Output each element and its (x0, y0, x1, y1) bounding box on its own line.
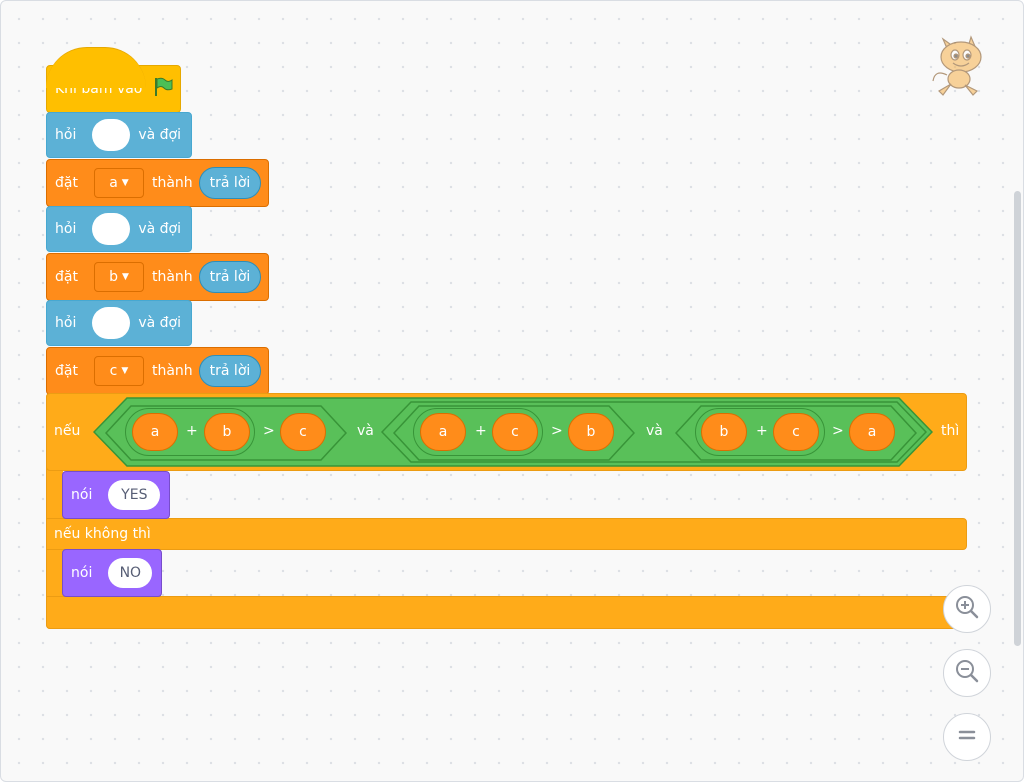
and-label: và (357, 423, 374, 439)
set-label: đặt (55, 175, 78, 191)
variable-reporter-b[interactable]: b (204, 413, 250, 451)
variable-reporter-c[interactable]: c (280, 413, 326, 451)
to-label: thành (151, 269, 193, 285)
ask-text-input[interactable] (92, 119, 131, 151)
answer-reporter[interactable]: trả lời (198, 355, 262, 387)
variable-name: a (109, 175, 118, 191)
if-label: nếu (54, 423, 81, 439)
to-label: thành (151, 363, 193, 379)
vertical-scrollbar[interactable] (1014, 191, 1021, 646)
answer-reporter[interactable]: trả lời (198, 167, 262, 199)
if-footer (46, 596, 967, 629)
variable-reporter-b[interactable]: b (568, 413, 614, 451)
variable-reporter-a[interactable]: a (420, 413, 466, 451)
else-label: nếu không thì (54, 526, 151, 542)
say-label: nói (71, 487, 93, 503)
variable-reporter-c[interactable]: c (773, 413, 819, 451)
ask-label: hỏi (55, 315, 77, 331)
set-label: đặt (55, 363, 78, 379)
and-wait-label: và đợi (138, 127, 181, 143)
zoom-out-icon (954, 658, 980, 688)
zoom-reset-button[interactable] (943, 713, 991, 761)
set-variable-block-3[interactable]: đặt c ▼ thành trả lời (46, 347, 269, 395)
green-flag-icon (152, 76, 174, 102)
scratch-cat-icon (927, 29, 997, 101)
greater-than-label: > (551, 423, 563, 439)
zoom-in-icon (954, 594, 980, 624)
else-header (46, 518, 967, 550)
variable-dropdown[interactable]: b ▼ (93, 262, 144, 292)
variable-name: c (109, 363, 118, 379)
say-text-input[interactable]: YES (108, 480, 161, 510)
set-variable-block-2[interactable]: đặt b ▼ thành trả lời (46, 253, 269, 301)
variable-reporter-a[interactable]: a (849, 413, 895, 451)
greater-than-label: > (832, 423, 844, 439)
zoom-out-button[interactable] (943, 649, 991, 697)
and-wait-label: và đợi (138, 315, 181, 331)
say-label: nói (71, 565, 93, 581)
plus-label: + (475, 423, 487, 439)
answer-reporter[interactable]: trả lời (198, 261, 262, 293)
chevron-down-icon: ▼ (121, 178, 129, 188)
ask-and-wait-block-1[interactable]: hỏi và đợi (46, 112, 192, 158)
hat-cap (46, 47, 146, 88)
say-block-yes[interactable]: nói YES (62, 471, 170, 519)
chevron-down-icon: ▼ (121, 272, 129, 282)
ask-label: hỏi (55, 127, 77, 143)
ask-and-wait-block-2[interactable]: hỏi và đợi (46, 206, 192, 252)
say-block-no[interactable]: nói NO (62, 549, 162, 597)
ask-text-input[interactable] (92, 307, 131, 339)
variable-reporter-c[interactable]: c (492, 413, 538, 451)
greater-than-label: > (263, 423, 275, 439)
plus-label: + (756, 423, 768, 439)
ask-label: hỏi (55, 221, 77, 237)
ask-text-input[interactable] (92, 213, 131, 245)
to-label: thành (151, 175, 193, 191)
say-text-input[interactable]: NO (108, 558, 153, 588)
zoom-reset-icon (956, 724, 978, 750)
and-wait-label: và đợi (138, 221, 181, 237)
plus-label: + (186, 423, 198, 439)
set-label: đặt (55, 269, 78, 285)
and-label: và (646, 423, 663, 439)
variable-dropdown[interactable]: a ▼ (93, 168, 144, 198)
variable-reporter-b[interactable]: b (701, 413, 747, 451)
chevron-down-icon: ▼ (121, 366, 129, 376)
variable-reporter-a[interactable]: a (132, 413, 178, 451)
zoom-in-button[interactable] (943, 585, 991, 633)
variable-dropdown[interactable]: c ▼ (93, 356, 144, 386)
ask-and-wait-block-3[interactable]: hỏi và đợi (46, 300, 192, 346)
variable-name: b (109, 269, 118, 285)
set-variable-block-1[interactable]: đặt a ▼ thành trả lời (46, 159, 269, 207)
then-label: thì (941, 423, 960, 439)
